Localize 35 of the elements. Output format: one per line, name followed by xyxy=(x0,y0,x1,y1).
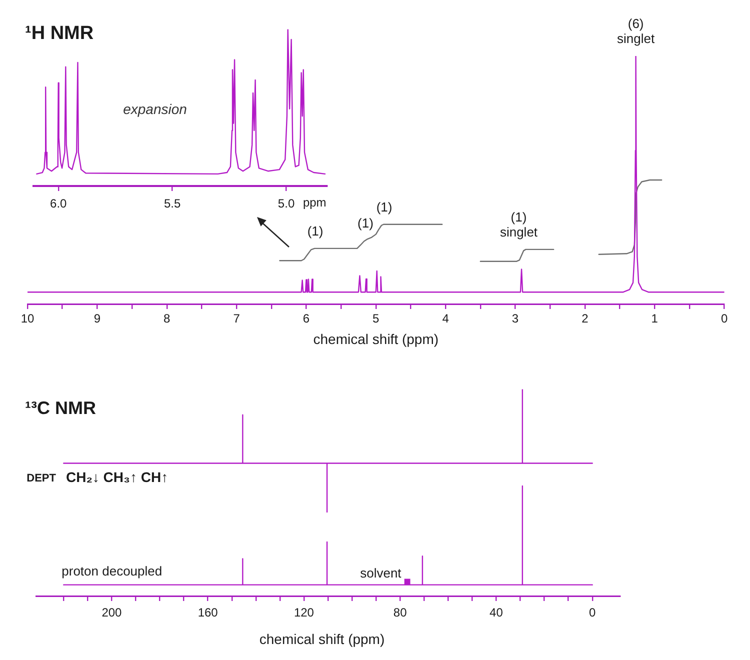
x-axis-title: ppm xyxy=(302,195,326,210)
annotation: (1) xyxy=(358,215,374,230)
x-tick-label: 80 xyxy=(393,606,408,620)
x-tick-label: 160 xyxy=(198,606,218,620)
x-tick-label: 2 xyxy=(582,312,589,326)
x-axis-title: chemical shift (ppm) xyxy=(259,630,385,647)
x-tick-label: 7 xyxy=(233,312,240,326)
x-tick-label: 40 xyxy=(490,606,504,620)
annotation: (1) singlet xyxy=(500,210,538,240)
x-tick-label: 0 xyxy=(589,606,596,620)
x-tick-label: 0 xyxy=(720,312,728,326)
annotation: (1) xyxy=(376,199,392,214)
annotation: CH₂↓ CH₃↑ CH↑ xyxy=(66,469,168,486)
x-tick-label: 5.5 xyxy=(164,196,181,211)
x-axis-title: chemical shift (ppm) xyxy=(313,330,439,347)
text: ¹³C NMR xyxy=(25,398,96,418)
annotation: (6) singlet xyxy=(617,16,655,46)
x-tick-label: 4 xyxy=(442,312,450,326)
annotation: expansion xyxy=(123,100,188,117)
x-tick-label: 1 xyxy=(651,312,658,326)
x-tick-label: 120 xyxy=(294,606,314,620)
x-tick-label: 6.0 xyxy=(50,196,68,211)
series-label: DEPT xyxy=(26,472,56,484)
x-tick-label: 10 xyxy=(20,312,34,326)
x-tick-label: 5 xyxy=(372,312,380,326)
x-tick-label: 8 xyxy=(164,312,171,326)
x-tick-label: 3 xyxy=(512,312,519,326)
x-tick-label: 6 xyxy=(302,312,310,326)
annotation: solvent xyxy=(360,566,402,581)
annotation: (1) xyxy=(307,224,324,239)
chart-title: ¹H NMR xyxy=(25,23,94,44)
series-label: proton decoupled xyxy=(62,564,162,579)
x-tick-label: 5.0 xyxy=(278,196,295,211)
x-tick-label: 9 xyxy=(94,312,101,326)
x-tick-label: 200 xyxy=(102,606,122,620)
